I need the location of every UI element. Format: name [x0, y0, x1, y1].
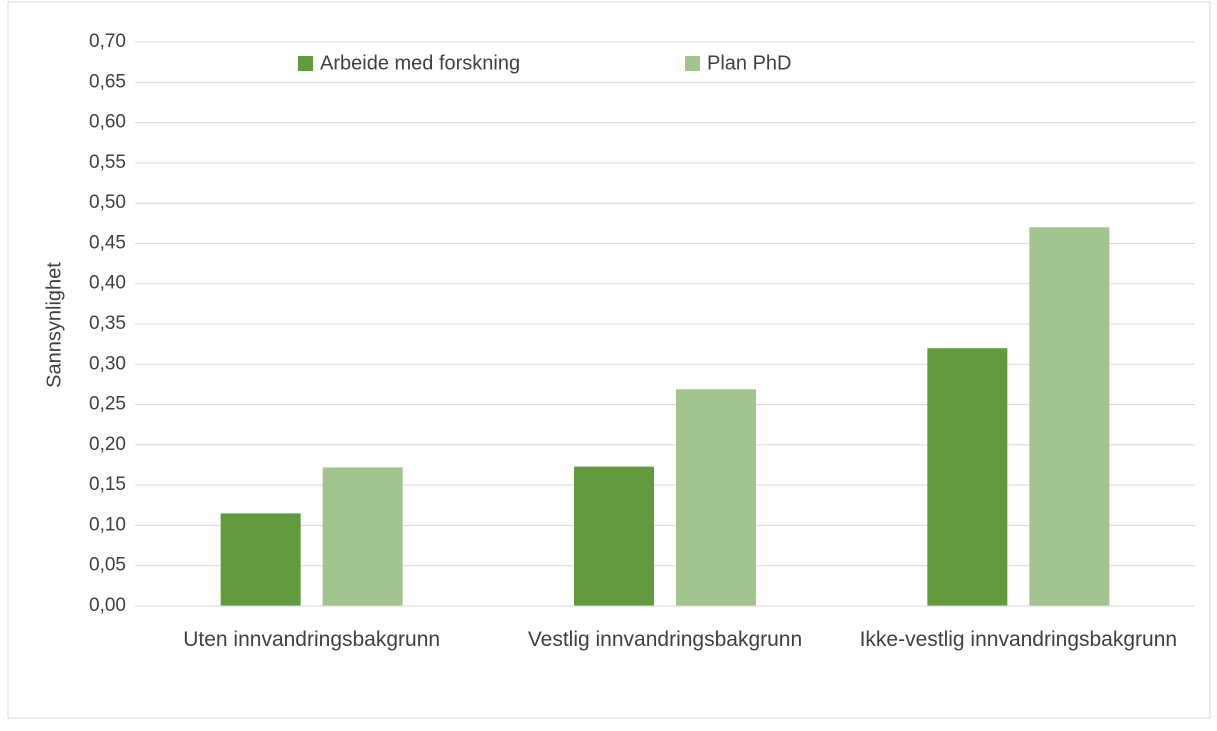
bar — [322, 467, 403, 606]
x-tick-label: Uten innvandringsbakgrunn — [183, 628, 441, 651]
y-tick-label: 0,50 — [89, 192, 126, 213]
bar — [927, 348, 1008, 606]
y-tick-label: 0,70 — [89, 31, 126, 52]
legend-label: Arbeide med forskning — [320, 52, 520, 74]
y-tick-label: 0,35 — [89, 313, 126, 334]
y-tick-label: 0,20 — [89, 434, 126, 455]
bar — [574, 466, 654, 606]
y-tick-label: 0,10 — [89, 514, 126, 535]
y-tick-label: 0,15 — [89, 474, 126, 495]
y-tick-label: 0,65 — [89, 71, 126, 92]
bar — [1029, 227, 1110, 607]
y-tick-label: 0,60 — [89, 112, 126, 133]
legend-swatch — [298, 56, 313, 71]
bar — [676, 389, 756, 606]
y-tick-label: 0,25 — [89, 394, 126, 415]
legend-label: Plan PhD — [707, 52, 792, 74]
y-axis-title: Sannsynlighet — [43, 262, 65, 388]
x-tick-label: Vestlig innvandringsbakgrunn — [527, 628, 803, 651]
y-tick-label: 0,30 — [89, 353, 126, 374]
chart-frame — [7, 1, 1211, 719]
y-tick-label: 0,45 — [89, 232, 126, 253]
y-tick-label: 0,55 — [89, 152, 126, 173]
x-tick-label: Ikke-vestlig innvandringsbakgrunn — [859, 628, 1178, 651]
legend-swatch — [685, 56, 700, 71]
bar — [220, 513, 301, 606]
y-tick-label: 0,00 — [89, 595, 126, 616]
y-tick-label: 0,40 — [89, 273, 126, 294]
y-tick-label: 0,05 — [89, 555, 126, 576]
